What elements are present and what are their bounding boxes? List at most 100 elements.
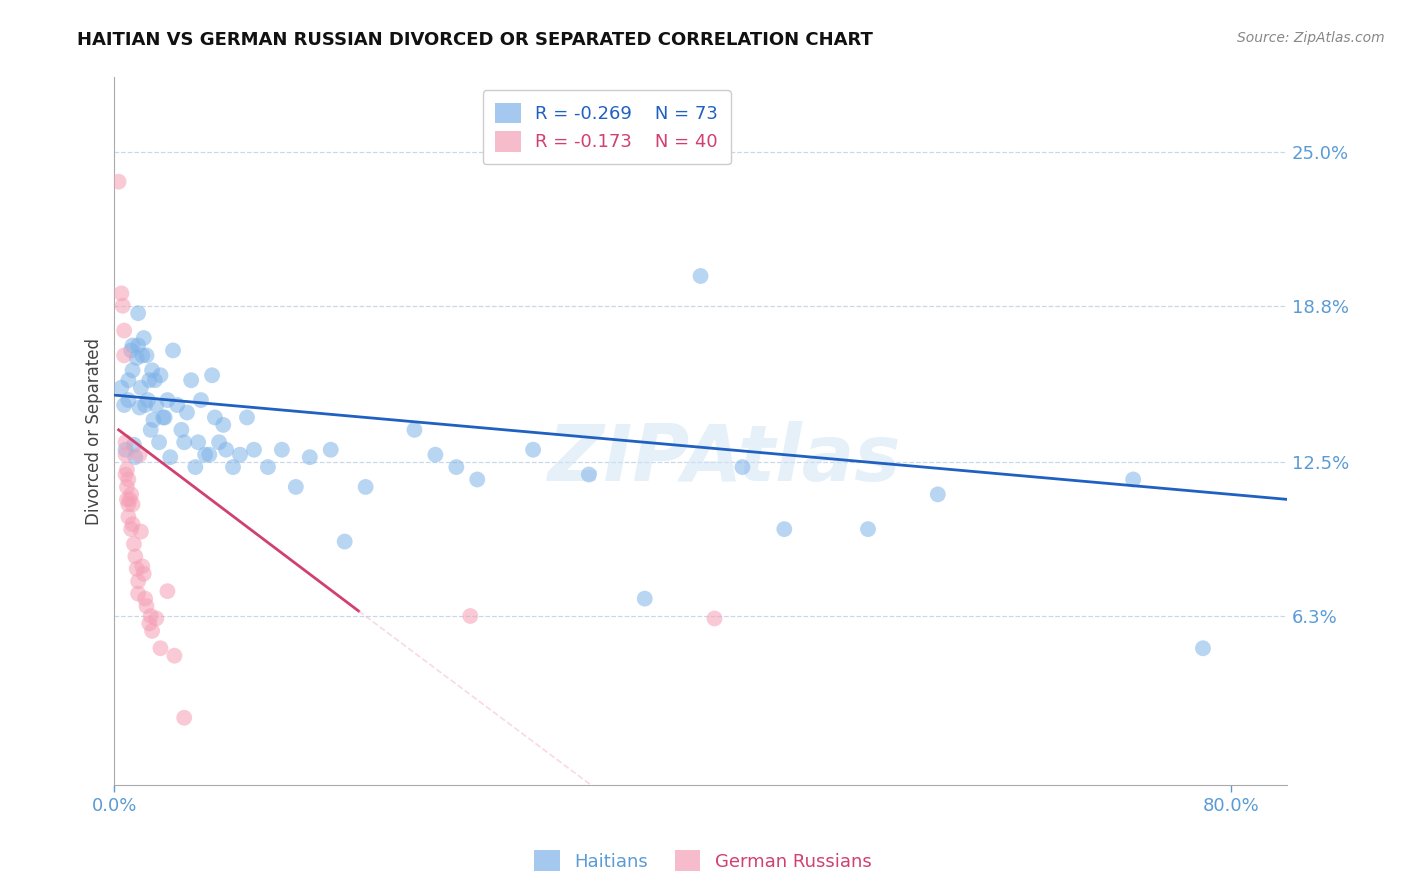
Point	[115, 492, 138, 507]
Point	[162, 343, 184, 358]
Point	[194, 448, 217, 462]
Point	[115, 480, 138, 494]
Point	[111, 299, 134, 313]
Point	[425, 448, 447, 462]
Legend: R = -0.269    N = 73, R = -0.173    N = 40: R = -0.269 N = 73, R = -0.173 N = 40	[482, 90, 731, 164]
Point	[115, 462, 138, 476]
Point	[121, 363, 143, 377]
Point	[578, 467, 600, 482]
Point	[773, 522, 796, 536]
Point	[166, 398, 188, 412]
Point	[127, 338, 149, 352]
Point	[125, 562, 148, 576]
Point	[132, 566, 155, 581]
Point	[120, 343, 142, 358]
Point	[170, 423, 193, 437]
Point	[927, 487, 949, 501]
Point	[127, 306, 149, 320]
Point	[270, 442, 292, 457]
Point	[121, 338, 143, 352]
Point	[124, 450, 146, 465]
Point	[134, 398, 156, 412]
Point	[122, 438, 145, 452]
Point	[141, 624, 163, 638]
Point	[856, 522, 879, 536]
Point	[129, 381, 152, 395]
Point	[257, 460, 280, 475]
Point	[163, 648, 186, 663]
Point	[125, 351, 148, 365]
Text: ZIPAtlas: ZIPAtlas	[547, 421, 901, 498]
Point	[120, 522, 142, 536]
Point	[117, 393, 139, 408]
Point	[703, 611, 725, 625]
Point	[354, 480, 377, 494]
Point	[114, 435, 136, 450]
Point	[180, 373, 202, 387]
Point	[333, 534, 356, 549]
Point	[132, 331, 155, 345]
Point	[136, 393, 159, 408]
Y-axis label: Divorced or Separated: Divorced or Separated	[86, 337, 103, 524]
Point	[156, 393, 179, 408]
Point	[127, 574, 149, 589]
Point	[298, 450, 321, 465]
Point	[112, 348, 135, 362]
Point	[446, 460, 468, 475]
Point	[143, 373, 166, 387]
Point	[222, 460, 245, 475]
Point	[121, 497, 143, 511]
Point	[110, 286, 132, 301]
Point	[187, 435, 209, 450]
Point	[131, 559, 153, 574]
Point	[159, 450, 181, 465]
Point	[208, 435, 231, 450]
Point	[112, 398, 135, 412]
Point	[634, 591, 657, 606]
Point	[139, 423, 162, 437]
Point	[124, 549, 146, 564]
Point	[236, 410, 259, 425]
Point	[118, 492, 141, 507]
Point	[114, 442, 136, 457]
Point	[1122, 473, 1144, 487]
Point	[404, 423, 426, 437]
Point	[212, 417, 235, 432]
Point	[149, 368, 172, 383]
Point	[122, 537, 145, 551]
Point	[173, 711, 195, 725]
Point	[145, 398, 167, 412]
Point	[152, 410, 174, 425]
Point	[149, 641, 172, 656]
Point	[284, 480, 307, 494]
Point	[120, 487, 142, 501]
Legend: Haitians, German Russians: Haitians, German Russians	[527, 843, 879, 879]
Point	[319, 442, 342, 457]
Point	[114, 467, 136, 482]
Point	[114, 448, 136, 462]
Text: Source: ZipAtlas.com: Source: ZipAtlas.com	[1237, 31, 1385, 45]
Point	[458, 609, 481, 624]
Point	[139, 609, 162, 624]
Point	[465, 473, 488, 487]
Point	[148, 435, 170, 450]
Point	[689, 268, 711, 283]
Point	[127, 587, 149, 601]
Point	[117, 509, 139, 524]
Point	[215, 442, 238, 457]
Point	[156, 584, 179, 599]
Point	[184, 460, 207, 475]
Point	[243, 442, 266, 457]
Point	[128, 448, 150, 462]
Point	[201, 368, 224, 383]
Point	[229, 448, 252, 462]
Point	[138, 616, 160, 631]
Point	[135, 348, 157, 362]
Point	[173, 435, 195, 450]
Point	[121, 517, 143, 532]
Point	[117, 473, 139, 487]
Point	[129, 524, 152, 539]
Point	[1192, 641, 1215, 656]
Point	[190, 393, 212, 408]
Point	[107, 175, 129, 189]
